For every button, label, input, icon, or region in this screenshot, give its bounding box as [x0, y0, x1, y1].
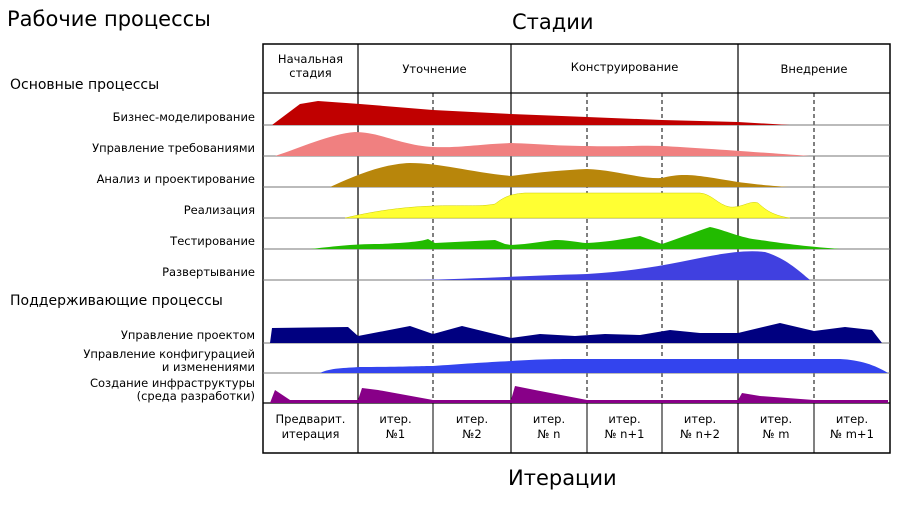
deployment-curve: [415, 251, 810, 280]
iteration-label: итер.: [379, 412, 412, 426]
implementation-curve: [344, 192, 791, 219]
configuration-management-curve: [320, 359, 888, 373]
iteration-label: № n+2: [680, 427, 720, 441]
iteration-label: № m+1: [830, 427, 874, 441]
process-label-deployment: Развертывание: [162, 265, 255, 279]
iteration-label: Предварит.: [275, 412, 346, 426]
testing-curve: [310, 227, 840, 249]
iteration-label: № n+1: [604, 427, 645, 441]
phase-header-transition: Внедрение: [780, 62, 848, 76]
support-processes-heading: Поддерживающие процессы: [10, 293, 223, 309]
core-processes-heading: Основные процессы: [10, 77, 160, 93]
project-management-curve: [270, 323, 882, 343]
iteration-label: итер.: [608, 412, 641, 426]
process-label-requirements: Управление требованиями: [92, 141, 255, 155]
process-label-line: Управление конфигурацией: [83, 347, 255, 361]
phase-header-construction: Конструирование: [570, 60, 679, 74]
process-label-business-modeling: Бизнес-моделирование: [112, 110, 255, 124]
process-label-configuration: Управление конфигурацией и изменениями: [83, 348, 255, 374]
business-modeling-curve: [272, 101, 790, 125]
iteration-m: итер. № m: [738, 412, 814, 442]
iterations-title: Итерации: [508, 466, 617, 490]
iteration-m-plus-1: итер. № m+1: [814, 412, 890, 442]
iteration-label: итер.: [683, 412, 717, 426]
phase-header-elaboration: Уточнение: [402, 62, 467, 76]
workflows-title: Рабочие процессы: [7, 7, 211, 31]
infrastructure-curve: [270, 386, 888, 403]
process-label-project-management: Управление проектом: [120, 328, 255, 342]
iteration-label: №2: [462, 427, 482, 441]
iteration-label: итер.: [455, 412, 489, 426]
analysis-design-curve: [330, 163, 790, 187]
iteration-preliminary: Предварит. итерация: [263, 412, 358, 442]
iteration-n: итер. № n: [511, 412, 587, 442]
requirements-curve: [275, 132, 810, 156]
process-label-testing: Тестирование: [170, 234, 255, 248]
phase-label: Начальная: [277, 52, 344, 66]
process-label-infrastructure: Создание инфраструктуры (среда разработк…: [90, 377, 255, 403]
phase-label: стадия: [289, 66, 332, 80]
stages-title: Стадии: [512, 10, 594, 34]
process-label-line: (среда разработки): [136, 389, 255, 403]
process-label-implementation: Реализация: [183, 203, 255, 217]
iteration-2: итер. №2: [433, 412, 511, 442]
iteration-label: итер.: [835, 412, 869, 426]
process-label-analysis-design: Анализ и проектирование: [96, 172, 255, 186]
process-label-line: Создание инфраструктуры: [89, 376, 255, 390]
iteration-label: итер.: [532, 412, 566, 426]
phase-header-inception: Начальная стадия: [263, 52, 358, 80]
iteration-label: №1: [385, 427, 406, 441]
iteration-n-plus-1: итер. № n+1: [587, 412, 662, 442]
process-label-line: и изменениями: [161, 360, 255, 374]
iteration-label: № n: [537, 427, 561, 441]
iteration-label: итер.: [759, 412, 793, 426]
iteration-label: № m: [762, 427, 790, 441]
iteration-label: итерация: [281, 427, 340, 441]
iteration-n-plus-2: итер. № n+2: [662, 412, 738, 442]
iteration-1: итер. №1: [358, 412, 433, 442]
